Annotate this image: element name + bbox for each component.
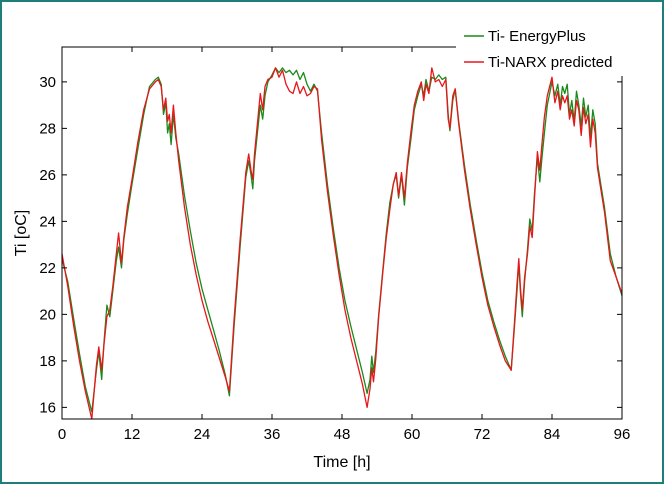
y-tick-label: 30 — [39, 74, 56, 91]
x-tick-label: 84 — [544, 426, 561, 443]
x-tick-label: 60 — [404, 426, 421, 443]
legend: Ti- EnergyPlus Ti-NARX predicted — [456, 24, 662, 76]
x-tick-label: 36 — [264, 426, 281, 443]
y-tick-label: 16 — [39, 399, 56, 416]
legend-label-energyplus: Ti- EnergyPlus — [488, 28, 586, 45]
x-tick-label: 48 — [334, 426, 351, 443]
x-tick-label: 12 — [124, 426, 141, 443]
y-tick-label: 24 — [39, 213, 56, 230]
x-tick-label: 24 — [194, 426, 211, 443]
line-chart: 0 12 24 36 48 60 72 84 96 16 18 20 22 24 26 28 30 Time [… — [13, 24, 662, 471]
series-layer — [61, 67, 623, 420]
y-tick-label: 20 — [39, 306, 56, 323]
y-tick-label: 22 — [39, 260, 56, 277]
y-tick-label: 18 — [39, 353, 56, 370]
legend-label-narx: Ti-NARX predicted — [488, 54, 612, 71]
x-axis-label: Time [h] — [313, 454, 370, 471]
y-tick-label: 26 — [39, 167, 56, 184]
x-tick-label: 72 — [474, 426, 491, 443]
series-line-narx-predicted — [61, 67, 623, 420]
ticks-layer: 0 12 24 36 48 60 72 84 96 16 18 20 22 24 26 28 30 — [39, 47, 630, 443]
legend-box — [456, 24, 662, 76]
x-tick-label: 96 — [614, 426, 631, 443]
x-tick-label: 0 — [58, 426, 66, 443]
y-tick-label: 28 — [39, 120, 56, 137]
y-axis-label: Ti [oC] — [13, 210, 30, 257]
